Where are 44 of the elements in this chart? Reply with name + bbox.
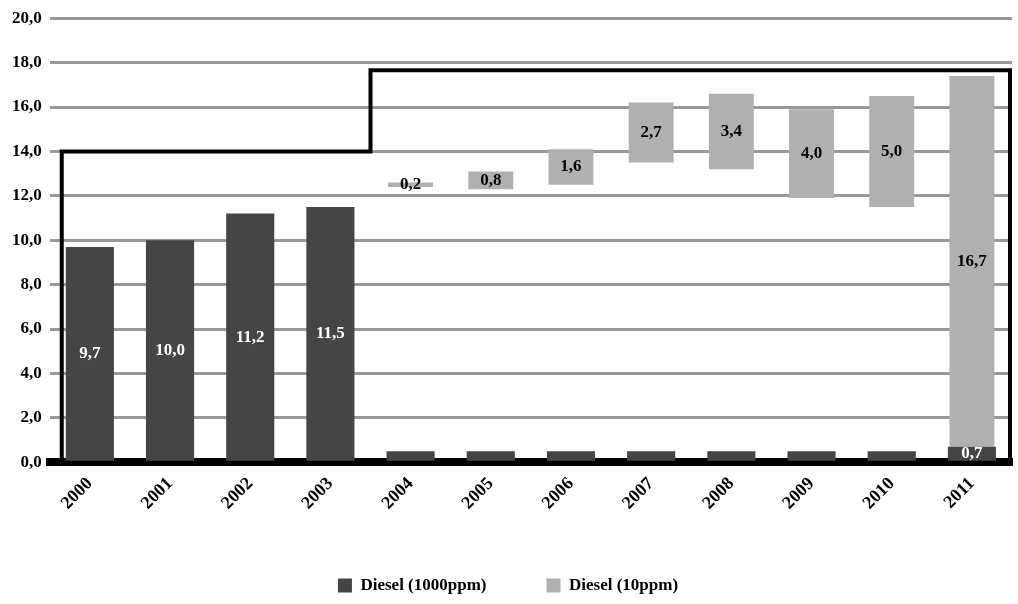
data-label: 9,7 xyxy=(79,343,101,363)
y-tick-label: 2,0 xyxy=(20,407,42,427)
y-tick-label: 16,0 xyxy=(12,96,42,116)
y-tick-label: 10,0 xyxy=(12,229,42,249)
bar xyxy=(306,206,355,461)
y-tick-label: 18,0 xyxy=(12,52,42,71)
data-label: 2,7 xyxy=(640,121,663,141)
y-tick-label: 12,0 xyxy=(12,185,42,205)
data-label: 0,8 xyxy=(480,169,502,189)
data-label: 0,7 xyxy=(961,443,984,463)
legend-label: Diesel (10ppm) xyxy=(569,574,679,594)
bar xyxy=(548,149,594,185)
data-label: 11,2 xyxy=(235,326,265,346)
x-tick-label: 2011 xyxy=(939,472,979,512)
bar xyxy=(466,451,515,461)
y-tick-label: 6,0 xyxy=(20,318,42,338)
y-tick-label: 0,0 xyxy=(20,451,42,471)
data-label: 5,0 xyxy=(881,140,903,160)
bar xyxy=(546,451,596,461)
bar xyxy=(787,451,836,461)
data-label: 11,5 xyxy=(316,323,345,343)
legend-label: Diesel (1000ppm) xyxy=(360,574,487,594)
bar xyxy=(386,451,435,461)
bar xyxy=(869,95,915,207)
bar xyxy=(708,93,754,170)
data-label: 4,0 xyxy=(800,143,823,163)
data-label: 16,7 xyxy=(957,250,988,270)
bar xyxy=(627,451,676,461)
y-tick-label: 8,0 xyxy=(20,274,42,294)
data-label: 3,4 xyxy=(720,120,743,140)
data-label: 10,0 xyxy=(155,339,185,359)
bar xyxy=(949,75,995,447)
bar xyxy=(65,246,114,461)
y-tick-label: 14,0 xyxy=(12,140,42,160)
data-label: 0,2 xyxy=(399,174,422,194)
bar xyxy=(867,451,916,461)
y-tick-label: 4,0 xyxy=(20,362,42,382)
bar xyxy=(226,213,275,461)
bar xyxy=(145,240,195,461)
bar xyxy=(789,109,834,199)
data-label: 1,6 xyxy=(560,156,582,176)
bar xyxy=(628,102,674,163)
y-tick-label: 20,0 xyxy=(12,7,42,27)
bar xyxy=(707,451,756,461)
